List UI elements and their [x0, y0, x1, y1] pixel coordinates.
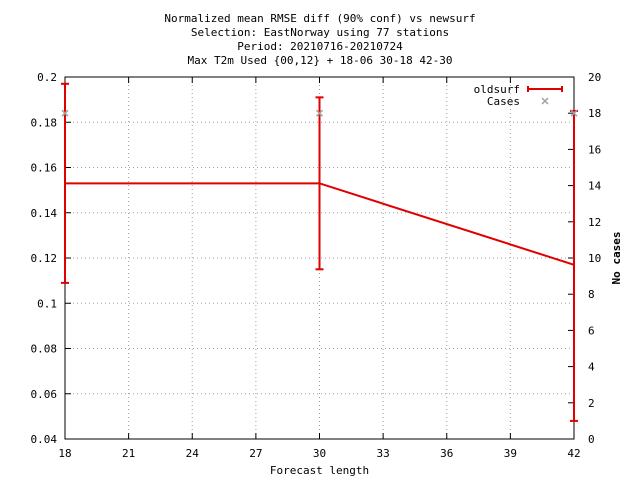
y2-axis-ticks: 0 2 4 6 8 10 12 14 16 18 20 [568, 71, 602, 446]
x-tick-label: 42 [567, 447, 580, 460]
y2-tick-label: 18 [588, 107, 601, 120]
chart-title-line: Normalized mean RMSE diff (90% conf) vs … [164, 12, 475, 25]
y-tick-label: 0.06 [31, 388, 58, 401]
x-tick-label: 24 [186, 447, 200, 460]
marker-stroke [570, 109, 578, 117]
x-tick-label: 33 [377, 447, 390, 460]
y-tick-label: 0.08 [31, 343, 58, 356]
x-tick-label: 27 [249, 447, 262, 460]
error-bar [315, 96, 324, 271]
x-tick-label: 30 [313, 447, 326, 460]
case-marker [61, 109, 69, 117]
y-tick-label: 0.14 [31, 207, 58, 220]
case-marker [315, 109, 324, 117]
x-tick-label: 39 [504, 447, 517, 460]
y-tick-label: 0.12 [31, 252, 58, 265]
legend-label: Cases [487, 95, 520, 108]
y2-tick-label: 4 [588, 361, 595, 374]
y2-tick-label: 8 [588, 288, 595, 301]
y2-tick-label: 10 [588, 252, 601, 265]
marker-stroke [61, 109, 69, 117]
legend-item: oldsurf [474, 83, 563, 96]
x-axis-label: Forecast length [270, 464, 369, 477]
y2-tick-label: 6 [588, 324, 595, 337]
y-tick-label: 0.16 [31, 162, 58, 175]
y-tick-label: 0.2 [37, 71, 57, 84]
y-tick-label: 0.18 [31, 116, 58, 129]
y-tick-label: 0.1 [37, 297, 57, 310]
legend-label: oldsurf [474, 83, 520, 96]
y2-axis-label: No cases [610, 232, 623, 285]
error-bar [61, 82, 69, 284]
y-axis-ticks: 0.04 0.06 0.08 0.1 0.12 0.14 0.16 0.18 0.2 [31, 71, 71, 446]
legend-swatch [541, 97, 549, 105]
y2-tick-label: 16 [588, 143, 601, 156]
series-oldsurf [61, 82, 578, 422]
x-tick-label: 36 [440, 447, 453, 460]
chart-title-line: Max T2m Used {00,12} + 18-06 30-18 42-30 [188, 54, 453, 67]
case-marker [570, 109, 578, 117]
x-tick-label: 21 [122, 447, 135, 460]
series-cases [61, 109, 578, 117]
x-tick-label: 18 [58, 447, 71, 460]
legend-item: Cases [487, 95, 549, 108]
series-layer [61, 82, 578, 422]
error-bar [570, 109, 578, 422]
y2-tick-label: 14 [588, 180, 602, 193]
chart-title-line: Selection: EastNorway using 77 stations [191, 26, 449, 39]
marker-stroke [315, 109, 324, 117]
y2-tick-label: 12 [588, 216, 601, 229]
chart-title-line: Period: 20210716-20210724 [237, 40, 403, 53]
y2-tick-label: 0 [588, 433, 595, 446]
x-axis-ticks: 18 21 24 27 30 33 36 39 42 [58, 77, 581, 460]
y-tick-label: 0.04 [31, 433, 58, 446]
y2-tick-label: 2 [588, 397, 595, 410]
y2-tick-label: 20 [588, 71, 601, 84]
chart-title: Normalized mean RMSE diff (90% conf) vs … [164, 12, 475, 67]
